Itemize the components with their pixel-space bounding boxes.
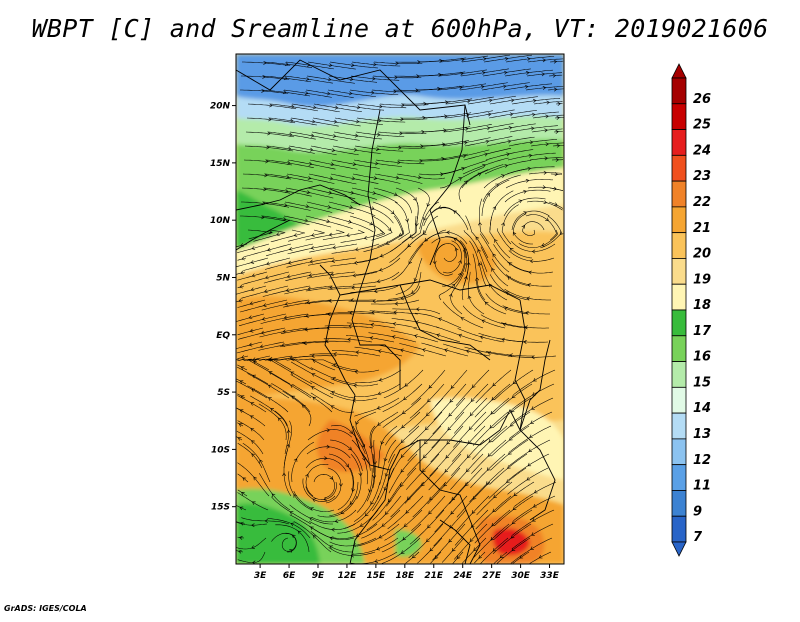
colorbar-label: 22: [693, 195, 711, 210]
colorbar-segment: [672, 181, 686, 207]
lon-label: 30E: [511, 571, 531, 581]
colorbar-segment: [672, 310, 686, 336]
lon-label: 18E: [395, 571, 415, 581]
colorbar-segment: [672, 207, 686, 233]
lon-label: 24E: [453, 571, 473, 581]
colorbar-label: 24: [693, 143, 711, 158]
colorbar-segment: [672, 516, 686, 542]
lat-label: 15S: [211, 503, 230, 513]
lon-label: 27E: [482, 571, 502, 581]
longitude-axis: 3E 6E 9E 12E 15E 18E 21E 24E 27E 30E 33E: [254, 564, 560, 581]
colorbar-segment: [672, 413, 686, 439]
colorbar-segment: [672, 336, 686, 362]
lon-label: 33E: [540, 571, 560, 581]
lon-label: 6E: [283, 571, 296, 581]
lat-label: 10S: [211, 445, 230, 455]
colorbar-segment: [672, 465, 686, 491]
lat-label: 5S: [217, 388, 230, 398]
colorbar-label: 9: [693, 504, 702, 519]
lat-label: 15N: [210, 159, 231, 169]
colorbar-label: 11: [693, 479, 711, 494]
colorbar-label: 17: [693, 324, 712, 339]
lat-label: EQ: [216, 331, 230, 341]
colorbar-label: 20: [693, 247, 711, 262]
latitude-axis: 20N 15N 10N 5N EQ 5S 10S 15S: [210, 102, 236, 513]
footer-credit: GrADS: IGES/COLA: [4, 604, 87, 613]
lon-label: 21E: [424, 571, 444, 581]
lon-label: 15E: [367, 571, 387, 581]
colorbar-segment: [672, 439, 686, 465]
lon-label: 12E: [338, 571, 358, 581]
colorbar-segment: [672, 490, 686, 516]
colorbar-segment: [672, 130, 686, 156]
colorbar-label: 16: [693, 350, 711, 365]
colorbar-label: 19: [693, 272, 711, 287]
lon-label: 3E: [254, 571, 267, 581]
colorbar-label: 26: [693, 92, 711, 107]
colorbar-label: 14: [693, 401, 711, 416]
colorbar-label: 7: [693, 530, 703, 545]
lat-label: 10N: [210, 216, 231, 226]
colorbar-top-arrow: [672, 64, 686, 78]
colorbar-segment: [672, 155, 686, 181]
colorbar-segment: [672, 78, 686, 104]
colorbar-label: 13: [693, 427, 711, 442]
colorbar-segment: [672, 233, 686, 259]
lat-label: 5N: [216, 273, 230, 283]
colorbar-segment: [672, 362, 686, 388]
colorbar-bottom-arrow: [672, 542, 686, 556]
colorbar-label: 12: [693, 453, 711, 468]
lat-label: 20N: [210, 102, 231, 112]
colorbar-label: 15: [693, 375, 711, 390]
colorbar-segment: [672, 258, 686, 284]
colorbar-segment: [672, 104, 686, 130]
lon-label: 9E: [312, 571, 325, 581]
colorbar-label: 18: [693, 298, 711, 313]
colorbar-segment: [672, 387, 686, 413]
colorbar: 26 25 24 23 22 21 20 19 18 17 16 15 14 13 12 11 9 7: [672, 64, 712, 556]
colorbar-segment: [672, 284, 686, 310]
colorbar-label: 23: [693, 169, 711, 184]
colorbar-label: 25: [693, 118, 711, 133]
colorbar-label: 21: [693, 221, 711, 236]
